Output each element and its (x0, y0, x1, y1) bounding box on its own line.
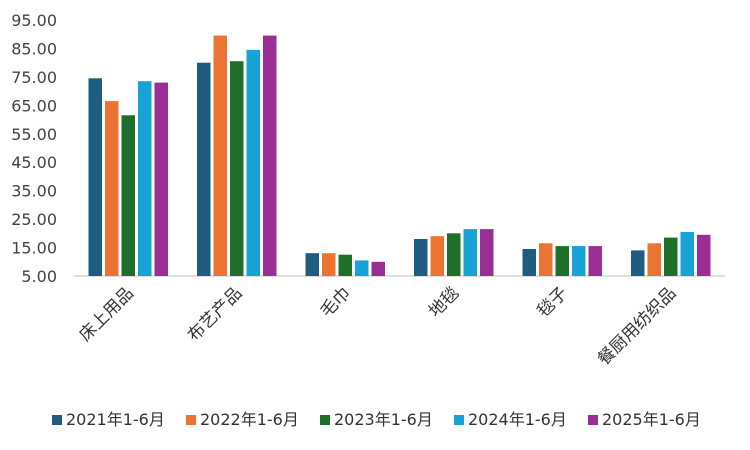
legend-swatch (52, 415, 62, 425)
bar (121, 115, 135, 276)
bar (263, 35, 277, 276)
bar (522, 249, 536, 276)
bar (447, 233, 461, 276)
bar (371, 261, 385, 276)
legend-label: 2025年1-6月 (602, 410, 701, 429)
y-tick-label: 85.00 (11, 39, 57, 58)
bar (664, 237, 678, 276)
bar (680, 231, 694, 276)
bar (138, 81, 152, 276)
legend-swatch (186, 415, 196, 425)
x-tick-label: 布艺产品 (184, 283, 246, 345)
y-tick-label: 5.00 (21, 267, 57, 286)
bar (355, 260, 369, 276)
bar (463, 229, 477, 276)
bar (647, 243, 661, 276)
bar (414, 239, 428, 276)
x-tick-label: 毛巾 (317, 283, 355, 321)
y-tick-label: 95.00 (11, 11, 57, 30)
x-tick-label: 地毯 (425, 283, 463, 321)
bar (105, 101, 119, 276)
x-tick-label: 床上用品 (76, 283, 138, 345)
y-tick-label: 15.00 (11, 239, 57, 258)
bar (305, 253, 319, 276)
bar (338, 254, 352, 276)
bar (154, 82, 168, 276)
legend-swatch (454, 415, 464, 425)
legend-label: 2022年1-6月 (200, 410, 299, 429)
legend-label: 2024年1-6月 (468, 410, 567, 429)
bar (430, 236, 444, 276)
bar (631, 250, 645, 276)
bar (322, 253, 336, 276)
bar (197, 62, 211, 277)
bar (88, 78, 102, 276)
y-tick-label: 55.00 (11, 125, 57, 144)
y-tick-label: 25.00 (11, 210, 57, 229)
x-tick-label: 毯子 (534, 283, 572, 321)
bar (555, 246, 569, 276)
y-tick-label: 75.00 (11, 68, 57, 87)
legend-swatch (588, 415, 598, 425)
bar (588, 246, 602, 276)
bar (572, 246, 586, 276)
bar (246, 49, 260, 277)
x-tick-label: 餐厨用纺织品 (594, 283, 680, 369)
y-tick-label: 45.00 (11, 153, 57, 172)
legend-swatch (320, 415, 330, 425)
bar (213, 35, 227, 276)
legend-label: 2023年1-6月 (334, 410, 433, 429)
bar (230, 61, 244, 277)
y-tick-label: 65.00 (11, 96, 57, 115)
legend-label: 2021年1-6月 (66, 410, 165, 429)
bar (697, 234, 711, 276)
bar (539, 243, 553, 276)
y-tick-label: 35.00 (11, 182, 57, 201)
bar (480, 229, 494, 276)
